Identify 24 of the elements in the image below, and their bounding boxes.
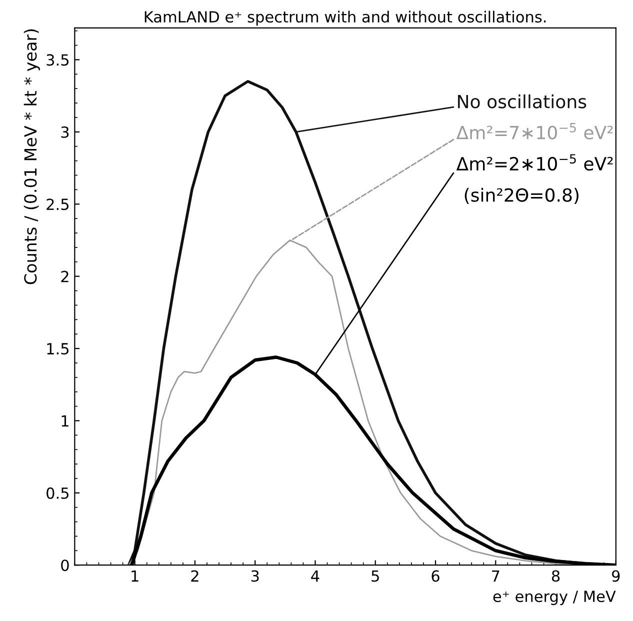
y-tick-label: 0.5: [46, 487, 68, 499]
y-tick-label: 1.5: [47, 343, 68, 355]
x-tick-label: 7: [492, 570, 500, 582]
x-tick-label: 8: [552, 570, 560, 582]
y-axis-title: Counts / (0.01 MeV * kt * year): [24, 29, 40, 284]
y-tick-label: 1: [62, 415, 68, 427]
y-tick-label: 2: [61, 270, 68, 282]
x-tick-label: 9: [612, 570, 620, 582]
x-tick-label: 6: [432, 570, 440, 582]
annotation: Δm²=7∗10$^{−5}$ eV²: [456, 123, 613, 140]
y-tick-label: 3.5: [46, 54, 68, 66]
annotation: Δm²=2∗10$^{−5}$ eV²: [456, 154, 613, 171]
x-tick-label: 4: [311, 570, 320, 582]
annotation: No oscillations: [458, 94, 586, 108]
y-tick-label: 3: [61, 126, 69, 138]
annotation: (sin²2Θ=0.8): [464, 188, 578, 204]
x-tick-label: 5: [372, 570, 379, 582]
x-tick-label: 3: [251, 570, 259, 582]
x-axis-title: e⁺ energy / MeV: [493, 590, 616, 606]
chart-title: KamLAND e⁺ spectrum with and without oscillations.: [144, 10, 546, 26]
y-tick-label: 0: [61, 560, 69, 572]
y-tick-label: 2.5: [46, 198, 68, 210]
x-tick-label: 2: [191, 570, 198, 582]
x-tick-label: 1: [132, 570, 138, 582]
